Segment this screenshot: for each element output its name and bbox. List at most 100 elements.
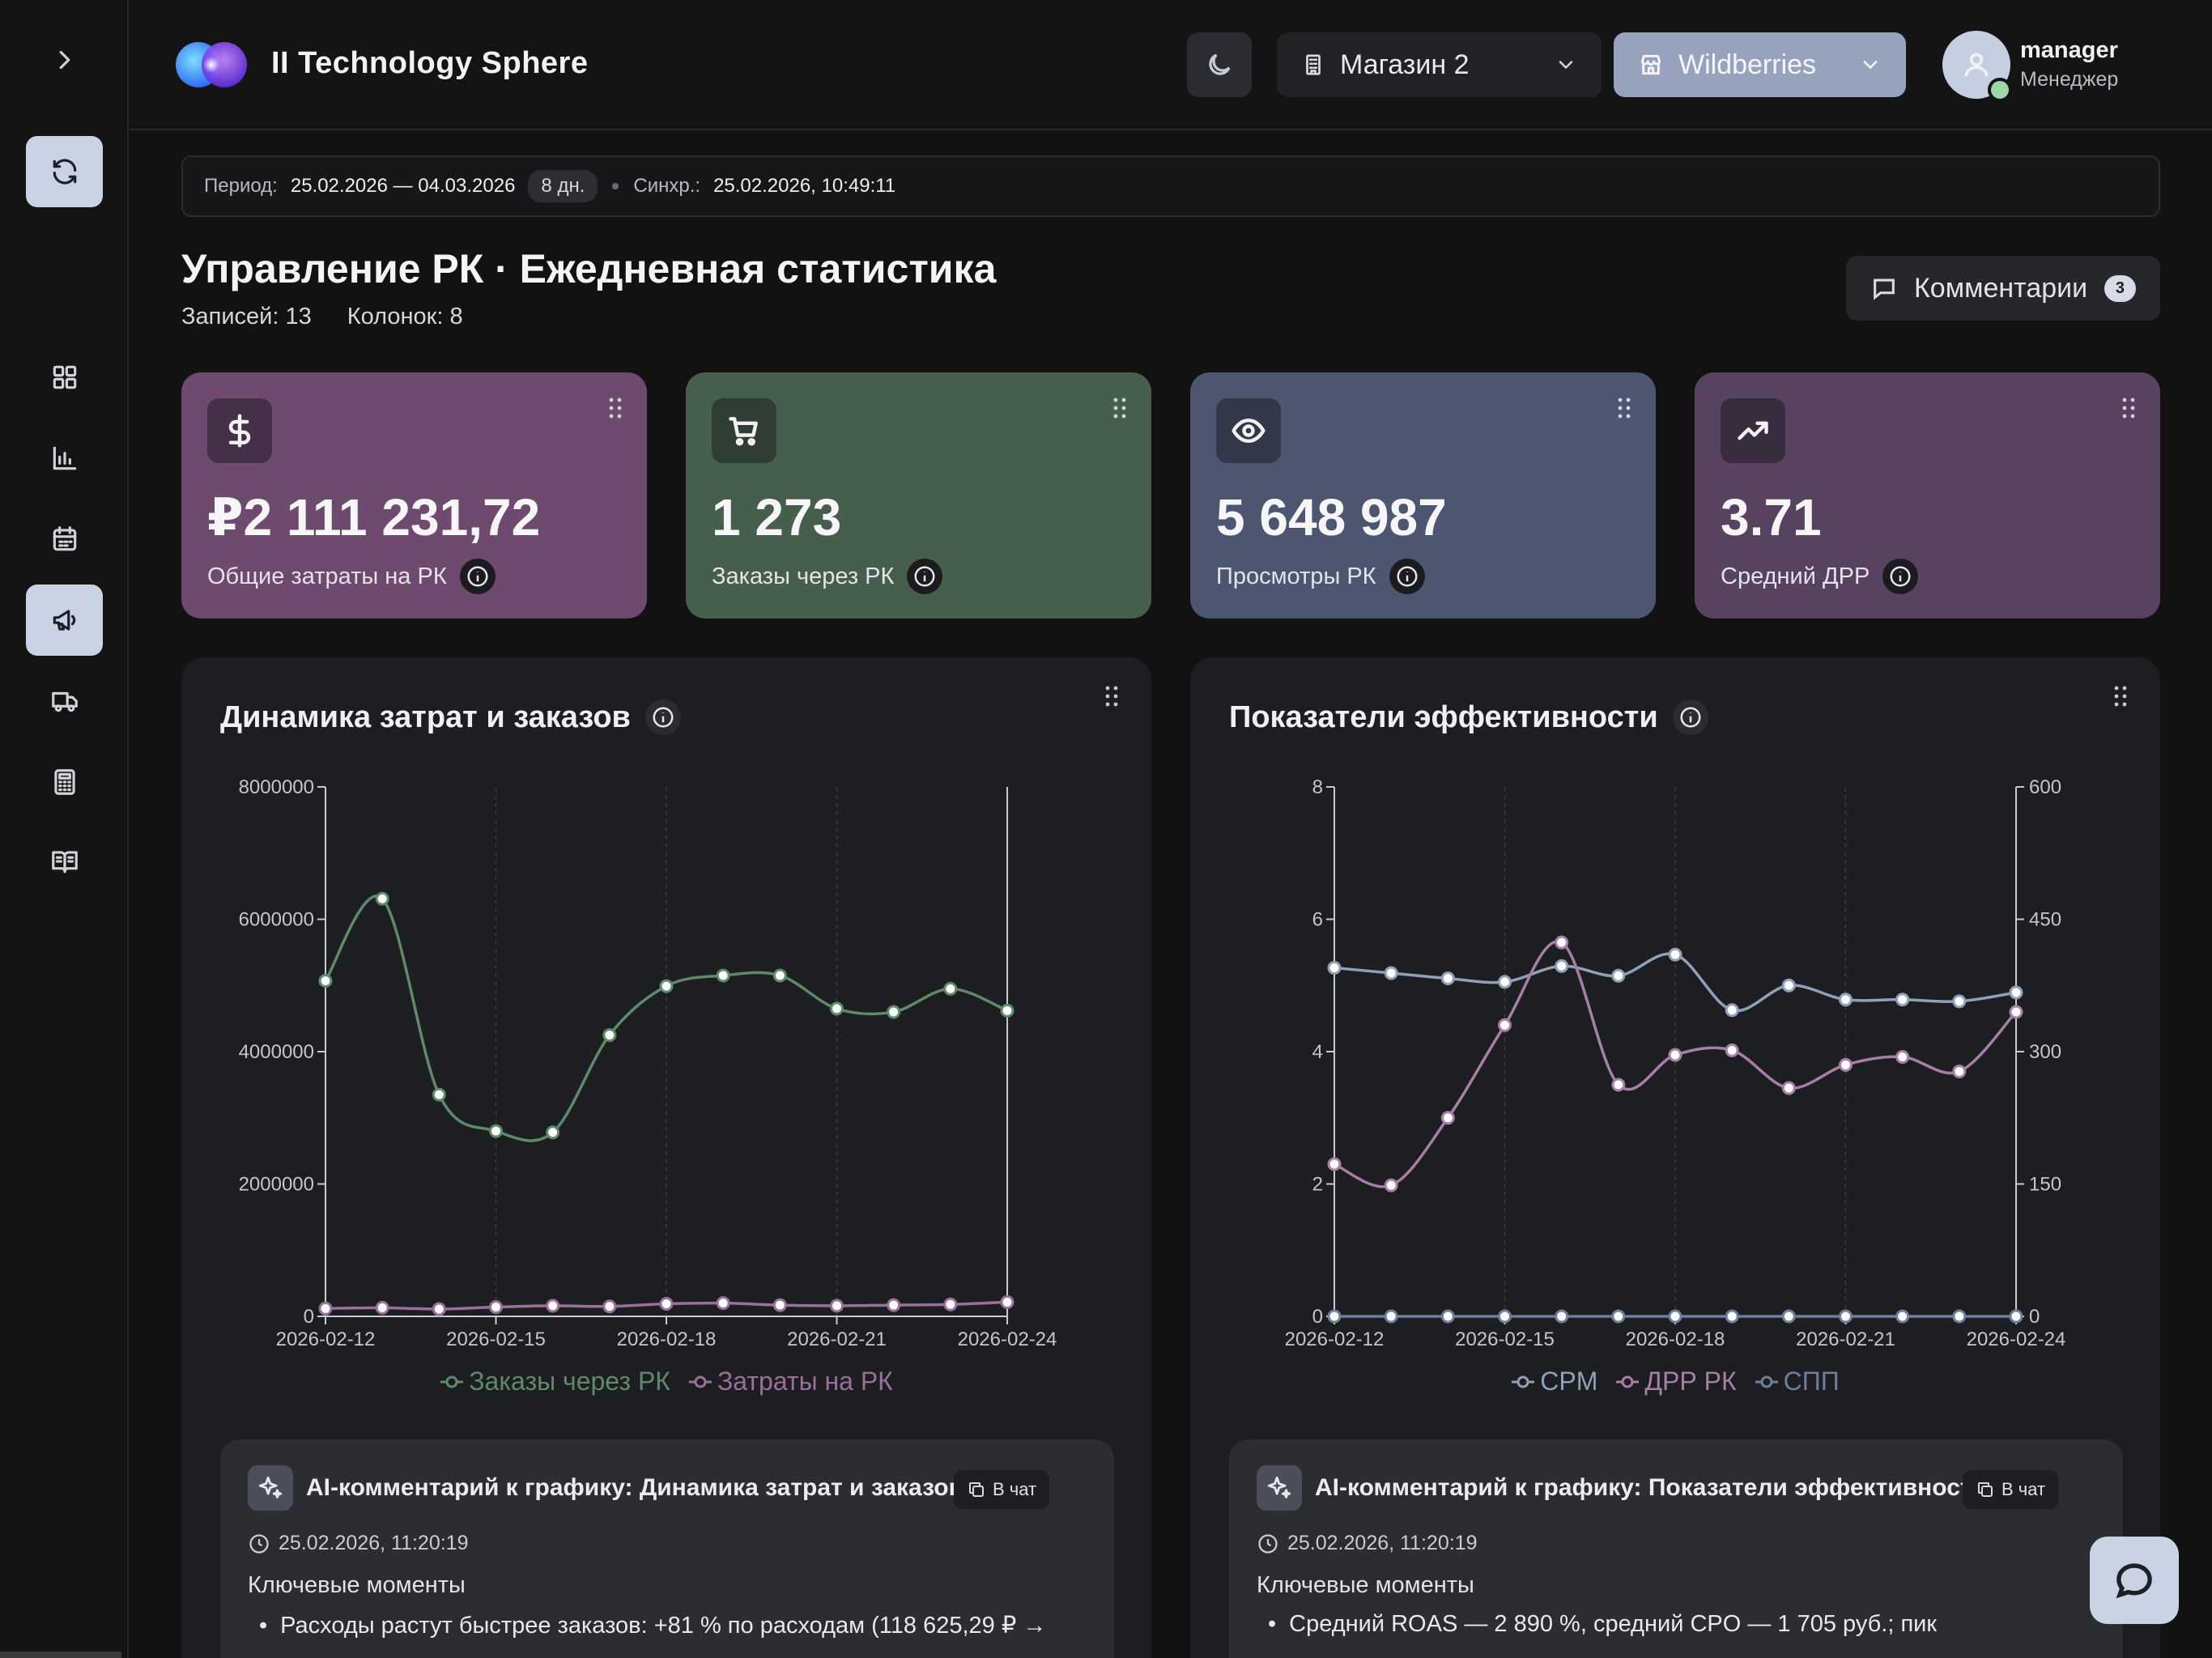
data-point — [1668, 1048, 1682, 1062]
kpi-icon-box — [1721, 398, 1785, 463]
kpi-value: 1 273 — [712, 488, 842, 546]
refresh-icon — [53, 159, 76, 185]
x-tick-label: 2026-02-21 — [1796, 1329, 1895, 1350]
sidebar-item-advertising[interactable] — [26, 585, 103, 656]
data-point — [716, 1296, 730, 1311]
legend-label: Заказы через РК — [469, 1367, 670, 1396]
info-icon[interactable] — [907, 559, 943, 594]
data-point — [432, 1302, 446, 1316]
send-to-chat-button[interactable]: В чат — [954, 1470, 1050, 1509]
sidebar-item-calendar[interactable] — [26, 504, 103, 575]
kpi-icon-box — [1216, 398, 1281, 463]
x-tick-label: 2026-02-15 — [446, 1329, 546, 1350]
kpi-label: Заказы через РК — [712, 559, 943, 594]
sparkles-icon — [1257, 1465, 1302, 1511]
info-icon[interactable] — [1389, 559, 1425, 594]
data-point — [1327, 1157, 1342, 1171]
data-point — [546, 1125, 560, 1140]
theme-toggle-button[interactable] — [1187, 32, 1252, 97]
drag-handle-icon[interactable] — [1104, 685, 1119, 708]
data-point — [1668, 1309, 1682, 1324]
legend-item[interactable]: СПП — [1755, 1367, 1840, 1397]
sidebar-item-knowledge-base[interactable] — [26, 826, 103, 897]
kpi-label-text: Просмотры РК — [1216, 563, 1376, 589]
chat-fab-button[interactable] — [2090, 1537, 2179, 1624]
drag-handle-icon[interactable] — [2113, 685, 2128, 708]
series-Заказы через РК — [318, 891, 1015, 1142]
user-role: Менеджер — [2020, 68, 2119, 91]
chart-panel-efficiency: Показатели эффективности 0 2 4 6 8 0 150 300 450… — [1190, 657, 2160, 1658]
info-icon[interactable] — [1672, 699, 1708, 735]
drag-handle-icon[interactable] — [608, 397, 623, 419]
store-icon — [1640, 54, 1661, 75]
book-icon — [51, 851, 78, 874]
marketplace-select[interactable]: Wildberries — [1614, 32, 1906, 97]
data-point — [830, 1001, 844, 1016]
y-tick-label: 2000000 — [239, 1174, 314, 1196]
calendar-icon — [53, 526, 76, 551]
data-point — [1895, 1050, 1910, 1065]
kpi-label-text: Заказы через РК — [712, 563, 895, 589]
data-point — [1000, 1295, 1015, 1309]
info-icon[interactable] — [644, 699, 681, 735]
line-chart-efficiency: 0 2 4 6 8 0 150 300 450 600 2026-02-12 2026-02-15 20… — [1285, 776, 2066, 1350]
kpi-card-total-spend: ₽2 111 231,72 Общие затраты на РК — [181, 372, 647, 619]
sidebar-item-dashboard[interactable] — [26, 342, 103, 413]
sidebar-refresh-button[interactable] — [26, 136, 103, 207]
data-point — [1839, 993, 1853, 1007]
kpi-card-avg-drr: 3.71 Средний ДРР — [1695, 372, 2160, 619]
data-point — [659, 979, 674, 993]
y-tick-label-right: 450 — [2029, 909, 2061, 931]
ai-comment-title: AI-комментарий к графику: Показатели эфф… — [1315, 1474, 1988, 1501]
kpi-card-views: 5 648 987 Просмотры РК — [1190, 372, 1656, 619]
drag-handle-icon[interactable] — [1617, 397, 1631, 419]
sidebar-item-delivery[interactable] — [26, 665, 103, 737]
chart-title: Показатели эффективности — [1229, 699, 1708, 735]
sidebar-item-analytics[interactable] — [26, 423, 103, 494]
sidebar — [0, 0, 129, 1658]
brand-name: II Technology Sphere — [271, 46, 589, 80]
send-to-chat-button[interactable]: В чат — [1963, 1470, 2059, 1509]
copy-icon — [969, 1482, 984, 1497]
sidebar-item-calculator[interactable] — [26, 746, 103, 818]
legend-item[interactable]: ДРР РК — [1615, 1367, 1737, 1397]
shop-select[interactable]: Магазин 2 — [1277, 32, 1602, 97]
ai-comment-box: AI-комментарий к графику: Динамика затра… — [220, 1439, 1114, 1658]
data-point — [887, 1005, 901, 1019]
kpi-value: 5 648 987 — [1216, 488, 1447, 546]
legend-label: Затраты на РК — [717, 1367, 893, 1396]
data-point — [1781, 1081, 1796, 1095]
building-icon — [1306, 54, 1321, 75]
megaphone-icon — [53, 610, 75, 631]
drag-handle-icon[interactable] — [2121, 397, 2136, 419]
clock-icon — [1258, 1533, 1278, 1554]
legend-item[interactable]: CPM — [1511, 1367, 1597, 1397]
comments-button[interactable]: Комментарии 3 — [1846, 256, 2160, 321]
legend-marker-icon — [1512, 1375, 1535, 1388]
legend-label: СПП — [1783, 1367, 1840, 1396]
data-point — [546, 1299, 560, 1313]
data-point — [830, 1299, 844, 1313]
series-CPM — [1327, 947, 2023, 1018]
series-Затраты на РК — [318, 1295, 1015, 1316]
bar-chart-icon — [53, 446, 76, 470]
data-point — [1611, 1309, 1626, 1324]
data-point — [1440, 1111, 1455, 1125]
table-meta: Записей: 13 Колонок: 8 — [181, 304, 463, 330]
info-icon[interactable] — [459, 559, 496, 594]
brand-logo-icon — [176, 42, 247, 87]
legend-item[interactable]: Заказы через РК — [440, 1367, 670, 1397]
y-tick-label-right: 600 — [2029, 776, 2061, 798]
legend-item[interactable]: Затраты на РК — [688, 1367, 893, 1397]
trending-up-icon — [1738, 421, 1768, 440]
data-point — [1384, 1309, 1398, 1324]
info-icon[interactable] — [1882, 559, 1919, 594]
eye-icon — [1231, 418, 1266, 444]
send-to-chat-label: В чат — [2001, 1479, 2046, 1499]
drag-handle-icon[interactable] — [1112, 397, 1127, 419]
ai-comment-subtitle: Ключевые моменты — [1257, 1572, 1474, 1598]
y-tick-label: 8000000 — [239, 776, 314, 798]
sidebar-expand-button[interactable] — [26, 24, 103, 96]
moon-icon — [1209, 53, 1231, 75]
dollar-icon — [228, 414, 251, 448]
